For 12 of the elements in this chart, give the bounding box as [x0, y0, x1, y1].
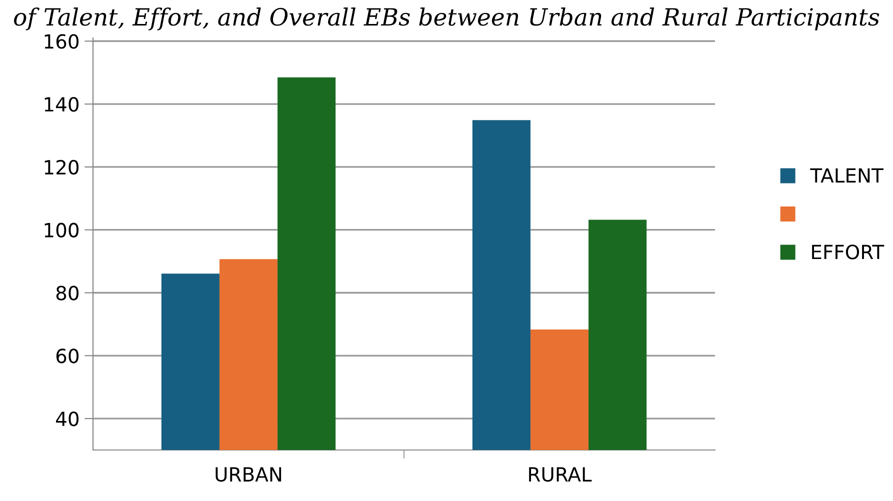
y-tick-label: 160	[44, 34, 79, 49]
chart-title: of Talent, Effort, and Overall EBs between Urban and Rural Participants	[14, 8, 880, 30]
legend-label: EFFORT	[812, 244, 884, 260]
y-tick-label: 140	[44, 97, 79, 112]
y-tick-label: 100	[44, 222, 79, 238]
y-tick-label: 120	[44, 160, 79, 175]
legend-label: TALENT	[810, 168, 884, 183]
y-tick-label: 40	[56, 412, 79, 426]
x-tick-label: RURAL	[529, 467, 592, 482]
y-tick-label: 80	[56, 286, 79, 300]
x-tick-label: URBAN	[216, 467, 282, 482]
y-tick-label: 60	[56, 348, 79, 364]
